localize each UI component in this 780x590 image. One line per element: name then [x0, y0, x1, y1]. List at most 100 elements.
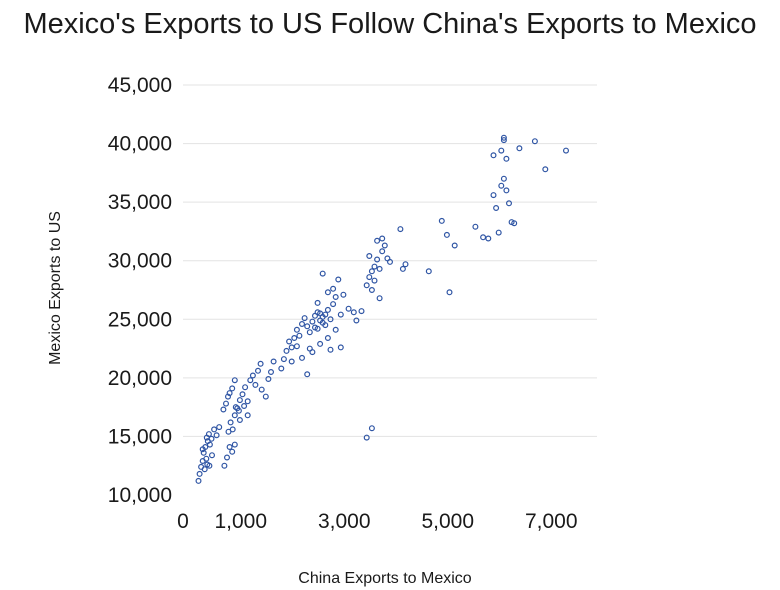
data-point	[247, 377, 254, 384]
data-point	[506, 200, 513, 207]
data-point	[208, 435, 215, 442]
data-point	[503, 155, 510, 162]
data-point	[278, 365, 285, 372]
x-axis-ticks: 0 1,000 3,000 5,000 7,000	[177, 510, 577, 533]
data-point	[324, 335, 331, 342]
data-point	[216, 424, 223, 431]
data-point	[371, 263, 378, 270]
data-point	[262, 393, 269, 400]
y-axis-ticks: 10,000 15,000 20,000 25,000 30,000 35,000 40,0…	[108, 74, 172, 507]
data-point	[306, 329, 313, 336]
data-point	[472, 223, 479, 230]
data-point	[495, 229, 502, 236]
data-point	[379, 235, 386, 242]
data-point	[221, 462, 228, 469]
data-point	[201, 466, 208, 473]
data-point	[446, 289, 453, 296]
data-point	[206, 462, 213, 469]
data-point	[332, 294, 339, 301]
data-point	[213, 432, 220, 439]
data-point	[374, 256, 381, 263]
data-point	[229, 426, 236, 433]
data-point	[257, 360, 264, 367]
data-point	[223, 400, 230, 407]
data-point	[236, 417, 243, 424]
data-point	[226, 444, 233, 451]
data-point	[438, 217, 445, 224]
data-point	[196, 470, 203, 477]
data-point	[368, 425, 375, 432]
data-point	[358, 308, 365, 315]
data-point	[330, 285, 337, 292]
x-tick-label: 3,000	[318, 510, 371, 533]
data-point	[195, 477, 202, 484]
data-point	[490, 192, 497, 199]
data-point	[268, 369, 275, 376]
data-point	[324, 289, 331, 296]
data-point	[345, 305, 352, 312]
x-tick-label: 7,000	[525, 510, 578, 533]
data-point	[199, 446, 206, 453]
data-point	[227, 419, 234, 426]
data-point	[381, 242, 388, 249]
data-point	[425, 268, 432, 275]
data-point	[231, 377, 238, 384]
data-point	[317, 310, 324, 317]
data-point	[402, 261, 409, 268]
data-point	[366, 274, 373, 281]
data-point	[498, 147, 505, 154]
data-point	[236, 397, 243, 404]
y-tick-label: 40,000	[108, 133, 172, 156]
data-point	[229, 385, 236, 392]
data-point	[231, 412, 238, 419]
data-point	[293, 326, 300, 333]
y-tick-label: 25,000	[108, 308, 172, 331]
data-point	[340, 291, 347, 298]
data-point	[258, 386, 265, 393]
data-point	[387, 258, 394, 265]
chart-title: Mexico's Exports to US Follow China's Ex…	[23, 8, 757, 40]
data-point	[500, 137, 507, 144]
data-point	[241, 403, 248, 410]
data-point	[206, 441, 213, 448]
data-point	[324, 306, 331, 313]
data-point	[299, 354, 306, 361]
data-point	[291, 335, 298, 342]
data-point	[286, 338, 293, 345]
data-point	[500, 175, 507, 182]
data-point	[511, 220, 518, 227]
x-tick-label: 1,000	[214, 510, 267, 533]
data-point	[224, 454, 231, 461]
data-point	[314, 299, 321, 306]
data-point	[296, 332, 303, 339]
data-point	[288, 344, 295, 351]
data-point	[363, 434, 370, 441]
data-point	[337, 311, 344, 318]
data-point	[503, 187, 510, 194]
data-point	[531, 138, 538, 145]
data-point	[397, 226, 404, 233]
data-point	[211, 426, 218, 433]
data-point	[299, 321, 306, 328]
y-tick-label: 35,000	[108, 191, 172, 214]
data-point	[312, 324, 319, 331]
data-point	[516, 145, 523, 152]
data-point	[366, 253, 373, 260]
data-point	[322, 311, 329, 318]
data-point	[203, 434, 210, 441]
data-point	[327, 346, 334, 353]
data-point	[335, 276, 342, 283]
data-point	[293, 343, 300, 350]
data-point	[319, 319, 326, 326]
x-axis-label: China Exports to Mexico	[298, 570, 472, 587]
data-point	[283, 347, 290, 354]
data-point	[493, 205, 500, 212]
data-point	[203, 455, 210, 462]
data-point	[368, 268, 375, 275]
data-point	[244, 412, 251, 419]
y-tick-label: 20,000	[108, 367, 172, 390]
y-tick-label: 45,000	[108, 74, 172, 97]
data-point	[330, 301, 337, 308]
data-point	[376, 295, 383, 302]
data-point	[265, 376, 272, 383]
